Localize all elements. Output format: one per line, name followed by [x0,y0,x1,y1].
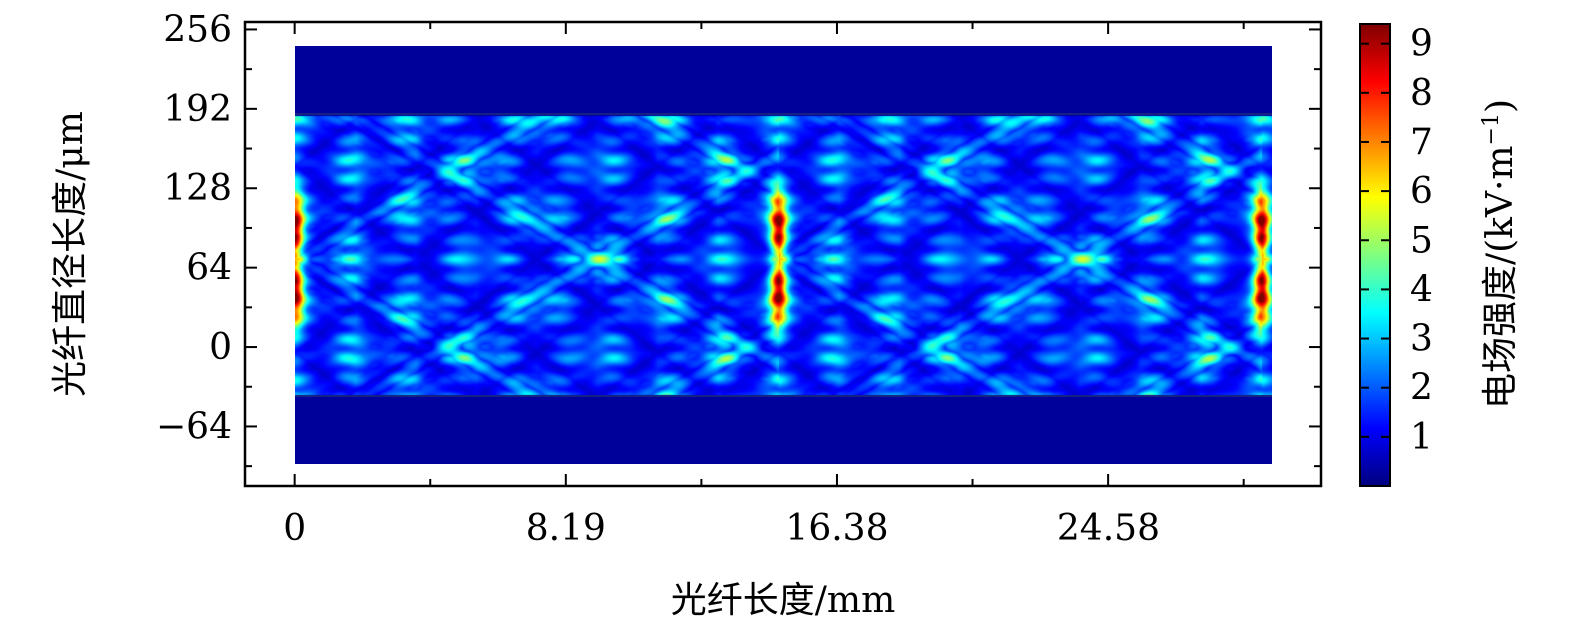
y-tick-label: −64 [156,406,232,447]
x-tick-label: 24.58 [1057,508,1160,549]
y-tick-label: 256 [163,9,232,50]
x-tick-label: 16.38 [785,508,888,549]
colorbar-ticks: 1 2 3 4 5 6 7 8 9 [1360,24,1433,458]
field-heatmap [295,46,1272,464]
colorbar-title-close: ) [1480,99,1521,113]
colorbar-tick-label: 4 [1410,269,1433,310]
colorbar-tick-label: 8 [1410,73,1433,114]
colorbar [1359,23,1391,487]
colorbar-tick-label: 1 [1410,417,1433,458]
colorbar-tick-label: 2 [1410,368,1433,409]
x-tick-label: 0 [283,508,306,549]
x-tick-label: 8.19 [526,508,606,549]
x-axis-title: 光纤长度/mm [671,580,895,621]
y-tick-label: 192 [163,89,232,130]
colorbar-tick-label: 5 [1410,220,1433,261]
y-tick-label: 128 [163,168,232,209]
colorbar-title-sup: −1 [1479,113,1504,145]
y-tick-label: 0 [209,327,232,368]
y-axis-title: 光纤直径长度/μm [50,111,91,397]
colorbar-tick-label: 7 [1410,122,1433,163]
colorbar-tick-label: 6 [1410,171,1433,212]
x-axis: 0 8.19 16.38 24.58 [283,22,1245,549]
colorbar-tick-label: 3 [1410,319,1433,360]
y-tick-label: 64 [186,248,232,289]
colorbar-tick-label: 9 [1410,24,1433,65]
plot-frame [243,20,1323,488]
y-axis: −64 0 64 128 192 256 [156,9,1321,468]
colorbar-title: 电场强度/(kV·m−1) [1479,99,1521,409]
